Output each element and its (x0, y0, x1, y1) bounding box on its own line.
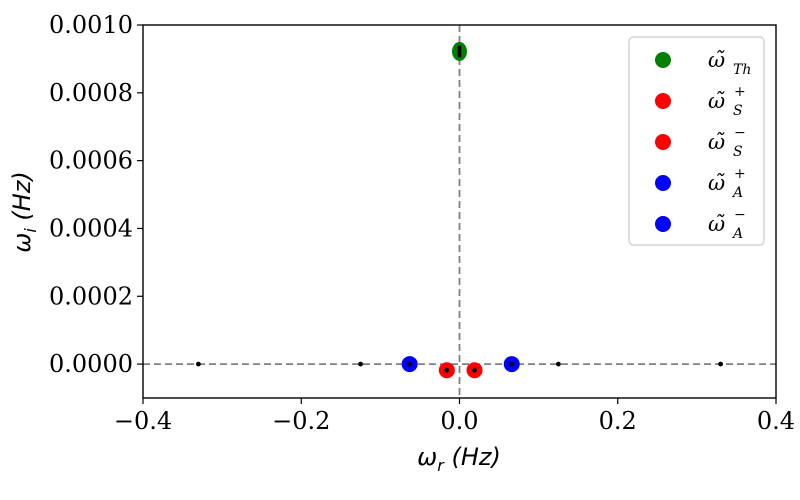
legend-marker (655, 93, 671, 109)
y-axis-ticks: 0.0000 0.0002 0.0004 0.0006 0.0008 0.0010 (49, 11, 143, 378)
x-tick-label: −0.4 (114, 407, 172, 435)
legend-label: ω̃ Th (708, 48, 751, 78)
small-black-point (718, 361, 724, 367)
small-black-point (509, 361, 515, 367)
legend-label: ω̃ S− (708, 125, 746, 160)
x-axis-label: ωr (Hz) (417, 443, 501, 475)
legend: ω̃ Th ω̃ S+ ω̃ S− ω̃ A+ ω̃ A− (628, 36, 765, 246)
y-axis-label: ωi (Hz) (8, 171, 40, 253)
legend-label: ω̃ A+ (708, 166, 746, 201)
small-black-point (457, 45, 462, 58)
small-black-point (556, 361, 561, 367)
x-tick-label: −0.2 (272, 407, 330, 435)
reference-lines (143, 25, 776, 398)
x-axis-ticks: −0.4 −0.2 0.0 0.2 0.4 (114, 398, 795, 435)
small-black-point (444, 367, 450, 373)
y-tick-label: 0.0000 (49, 350, 133, 378)
legend-marker (655, 52, 671, 68)
y-tick-label: 0.0004 (49, 214, 133, 242)
legend-marker (655, 216, 671, 232)
x-tick-label: 0.2 (599, 407, 637, 435)
y-tick-label: 0.0010 (49, 11, 133, 39)
y-tick-label: 0.0006 (49, 147, 133, 175)
small-black-point (195, 361, 201, 367)
legend-frame (628, 36, 765, 246)
legend-label: ω̃ A− (708, 207, 746, 242)
legend-label: ω̃ S+ (708, 84, 746, 119)
small-black-point (407, 361, 413, 367)
small-black-point (358, 361, 363, 367)
data-points (195, 41, 724, 379)
small-black-point (472, 367, 477, 373)
legend-marker (655, 134, 671, 150)
y-tick-label: 0.0002 (49, 282, 133, 310)
x-tick-label: 0.4 (757, 407, 795, 435)
x-tick-label: 0.0 (440, 407, 478, 435)
legend-marker (655, 175, 671, 191)
y-tick-label: 0.0008 (49, 79, 133, 107)
